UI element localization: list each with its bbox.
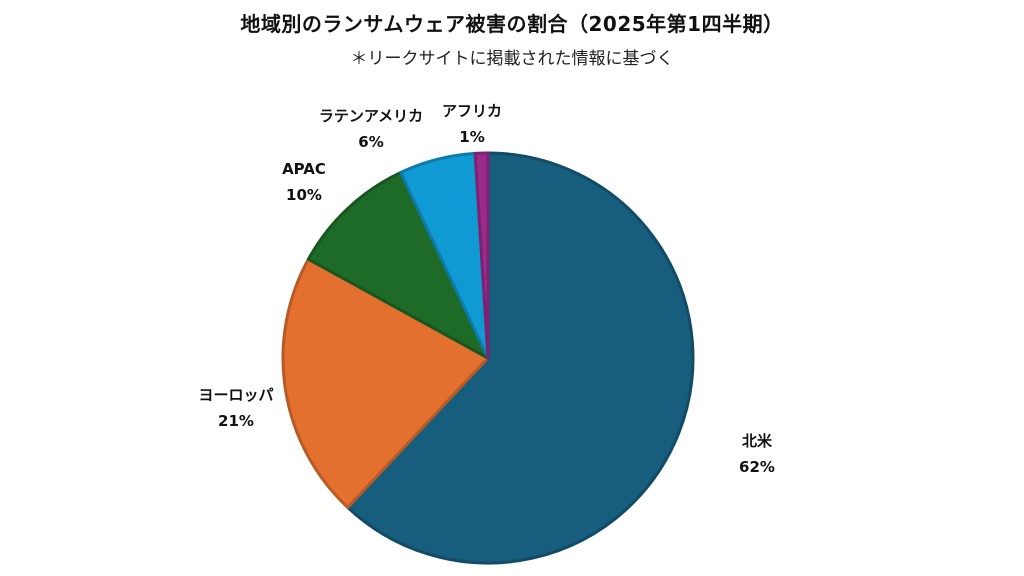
chart-title: 地域別のランサムウェア被害の割合（2025年第1四半期） (240, 12, 784, 36)
pie-slices (281, 151, 695, 565)
pie-labels: 北米 62% ヨーロッパ 21% APAC 10% ラテンアメリカ 6% アフリカ 1% (198, 102, 774, 476)
pie-slice (281, 257, 490, 509)
slice-value-label: 62% (739, 458, 775, 476)
slice-label: 北米 (742, 432, 773, 450)
pie-slice (473, 151, 490, 360)
slice-value-label: 1% (459, 128, 484, 146)
slice-label: APAC (282, 160, 326, 178)
slice-label: ラテンアメリカ (319, 107, 423, 125)
chart-subtitle: ＊リークサイトに掲載された情報に基づく (350, 49, 674, 69)
slice-label: ヨーロッパ (198, 386, 273, 404)
slice-value-label: 10% (286, 186, 322, 204)
pie-slice (346, 151, 695, 565)
pie-slice (306, 171, 490, 360)
slice-value-label: 6% (358, 133, 383, 151)
slice-label: アフリカ (442, 102, 502, 120)
slice-value-label: 21% (218, 412, 254, 430)
